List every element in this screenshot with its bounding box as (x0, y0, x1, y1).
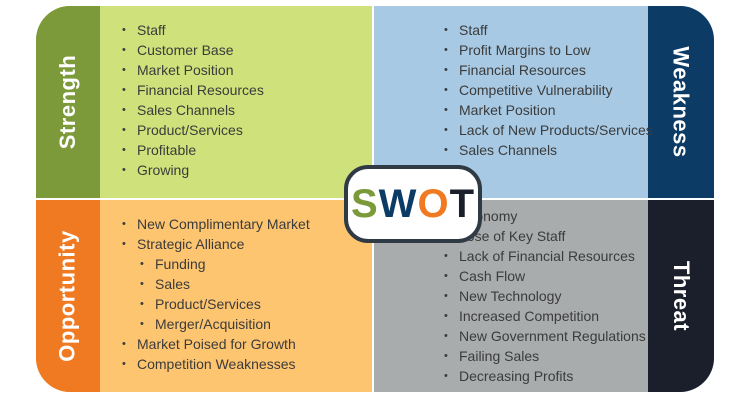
strength-band: Strength (36, 6, 100, 198)
weakness-band: Weakness (648, 6, 714, 198)
strength-list-item: Profitable (122, 140, 264, 160)
threat-title: Threat (669, 260, 694, 332)
strength-list-item: Customer Base (122, 40, 264, 60)
swot-badge: S W O T (344, 165, 482, 243)
weakness-list-item: Financial Resources (444, 60, 653, 80)
strength-list: StaffCustomer BaseMarket PositionFinanci… (122, 20, 264, 180)
threat-list-item: Decreasing Profits (444, 366, 646, 386)
opportunity-band: Opportunity (36, 200, 100, 392)
opportunity-list-item: Strategic Alliance (122, 234, 310, 254)
weakness-list-item: Competitive Vulnerability (444, 80, 653, 100)
weakness-list-item: Sales Channels (444, 140, 653, 160)
threat-list-item: Failing Sales (444, 346, 646, 366)
swot-board: Strength Opportunity Weakness Threat Sta… (36, 6, 714, 392)
opportunity-list-item: New Complimentary Market (122, 214, 310, 234)
strength-list-item: Growing (122, 160, 264, 180)
opportunity-list-item: Competition Weaknesses (122, 354, 310, 374)
strength-title: Strength (55, 54, 81, 150)
swot-letter-t: T (449, 181, 475, 226)
threat-list-item: Cash Flow (444, 266, 646, 286)
strength-list-item: Product/Services (122, 120, 264, 140)
threat-band: Threat (648, 200, 714, 392)
opportunity-list-item: Product/Services (140, 294, 310, 314)
swot-letter-o: O (417, 181, 450, 226)
strength-list-item: Financial Resources (122, 80, 264, 100)
swot-letter-w: W (378, 181, 418, 226)
opportunity-list-item: Funding (140, 254, 310, 274)
opportunity-list-item: Sales (140, 274, 310, 294)
threat-list-item: Increased Competition (444, 306, 646, 326)
opportunity-title: Opportunity (55, 230, 80, 362)
weakness-list-item: Market Position (444, 100, 653, 120)
opportunity-list-item: Market Poised for Growth (122, 334, 310, 354)
weakness-list-item: Lack of New Products/Services (444, 120, 653, 140)
weakness-list-item: Profit Margins to Low (444, 40, 653, 60)
strength-list-item: Staff (122, 20, 264, 40)
strength-list-item: Sales Channels (122, 100, 264, 120)
opportunity-list: New Complimentary MarketStrategic Allian… (122, 214, 310, 374)
swot-letter-s: S (350, 181, 379, 226)
weakness-list-item: Staff (444, 20, 653, 40)
threat-list-item: New Government Regulations (444, 326, 646, 346)
threat-list-item: New Technology (444, 286, 646, 306)
threat-list-item: Lack of Financial Resources (444, 246, 646, 266)
weakness-title: Weakness (669, 46, 694, 158)
weakness-list: StaffProfit Margins to LowFinancial Reso… (444, 20, 653, 160)
strength-list-item: Market Position (122, 60, 264, 80)
opportunity-list-item: Merger/Acquisition (140, 314, 310, 334)
